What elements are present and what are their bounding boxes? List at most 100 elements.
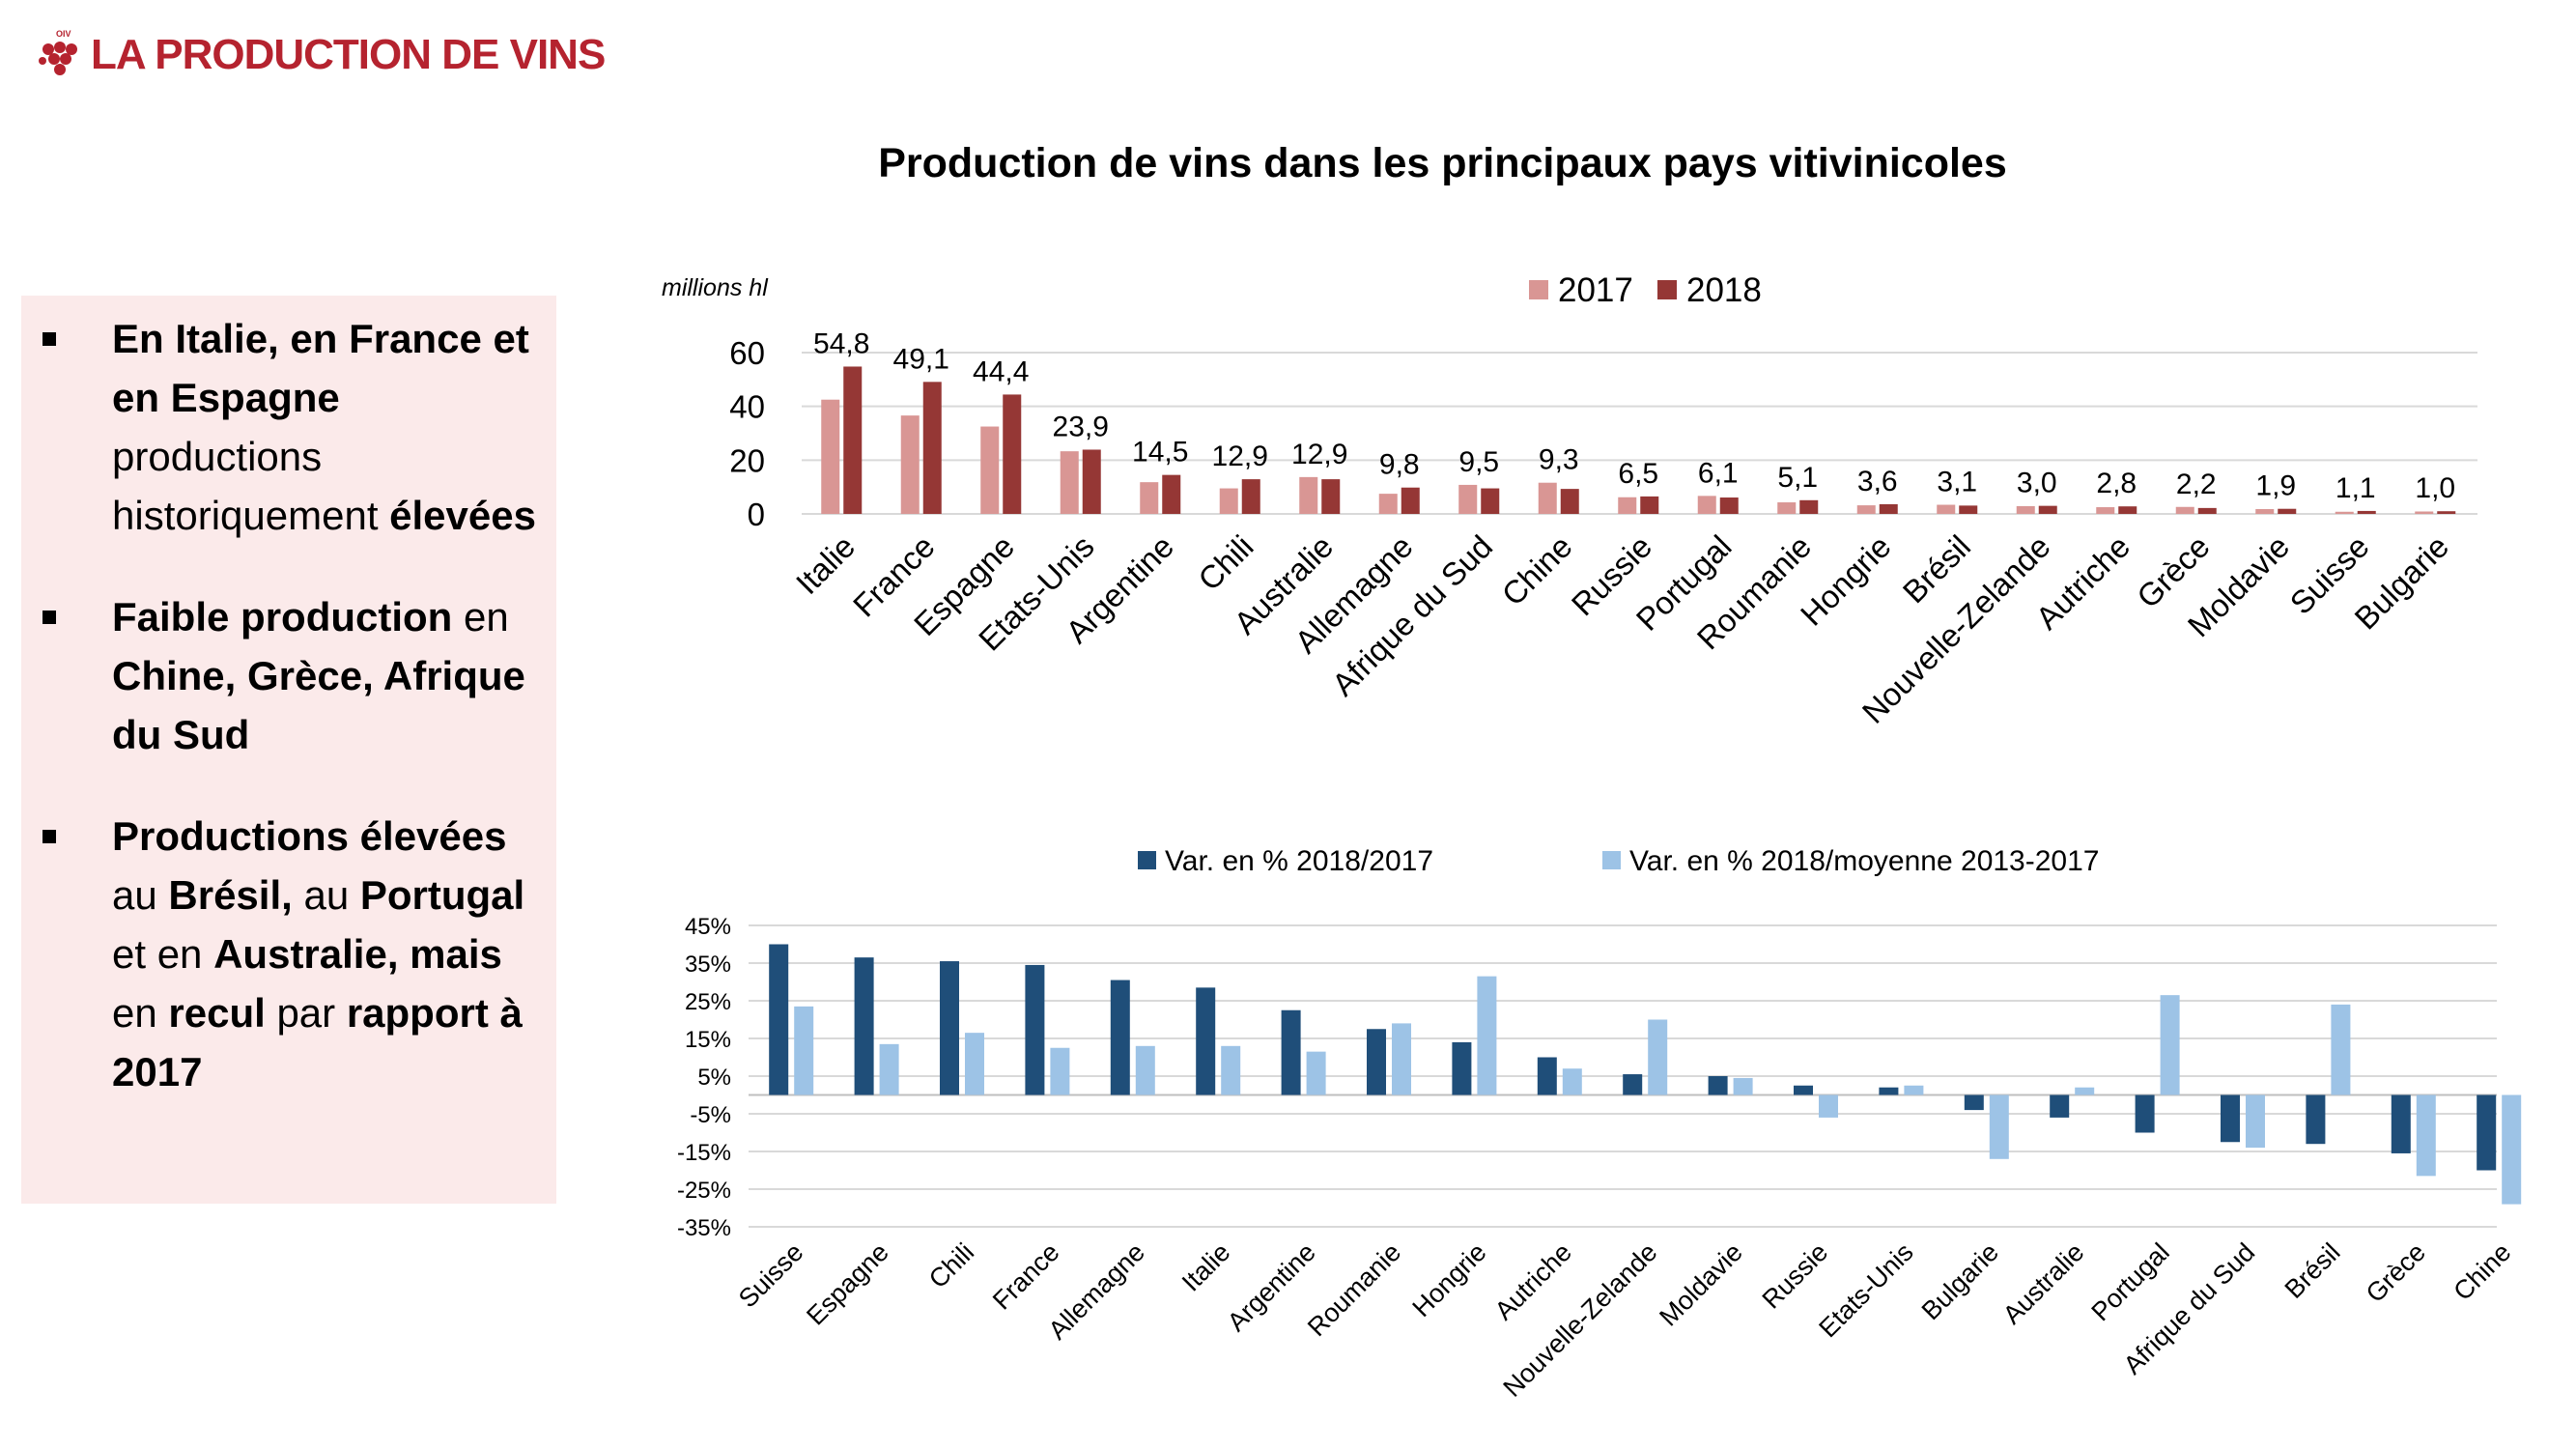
- bullet-segment: productions historiquement: [112, 434, 390, 538]
- y-tick-label: 5%: [697, 1065, 731, 1091]
- bar-2017: [2335, 511, 2354, 514]
- y-tick-label: -15%: [677, 1140, 731, 1166]
- bullet-segment: élevées: [389, 493, 536, 538]
- bar-2018: [2197, 507, 2217, 514]
- bar-2018: [922, 382, 942, 514]
- bar-2017: [1219, 488, 1238, 514]
- bar-variation: [1110, 980, 1130, 1095]
- bar-variation: [854, 957, 874, 1095]
- y-tick-label: 45%: [685, 914, 731, 940]
- bar-variation: [2391, 1094, 2411, 1153]
- bullet-segment: Faible production: [112, 594, 453, 639]
- bar-2018: [1799, 499, 1819, 514]
- category-label: Italie: [789, 528, 862, 601]
- bar-2018: [1321, 479, 1341, 514]
- category-label: Russie: [1757, 1237, 1834, 1315]
- bar-variation: [2135, 1094, 2155, 1133]
- bullet-segment: Brésil,: [168, 872, 293, 918]
- bar-2018: [1640, 496, 1659, 514]
- bullet-text: En Italie, en France et en Espagne produ…: [112, 309, 547, 545]
- data-label: 6,1: [1698, 457, 1739, 489]
- data-label: 1,9: [2255, 470, 2296, 502]
- bar-2018: [1003, 394, 1022, 514]
- header: OIV LA PRODUCTION DE VINS: [35, 21, 606, 89]
- data-label: 9,5: [1458, 446, 1499, 478]
- category-label: Autriche: [1489, 1237, 1577, 1325]
- data-label: 9,3: [1539, 444, 1579, 476]
- bullet-segment: Australie, mais: [213, 931, 502, 977]
- bar-2018: [1560, 489, 1579, 514]
- bar-variation: [1879, 1087, 1899, 1095]
- y-tick-label: 35%: [685, 952, 731, 978]
- data-label: 9,8: [1379, 449, 1420, 481]
- category-label: Moldavie: [1654, 1237, 1748, 1332]
- y-tick-label: 40: [729, 389, 765, 425]
- bar-variation: [1623, 1074, 1643, 1095]
- bar-2017: [1060, 451, 1079, 514]
- category-label: Italie: [1176, 1237, 1236, 1297]
- category-label: Chine: [2448, 1237, 2516, 1306]
- bar-variation: [2221, 1094, 2240, 1143]
- category-label: Bulgarie: [1916, 1237, 2004, 1325]
- bar-2017: [1777, 502, 1797, 514]
- bar-variation: [2477, 1094, 2497, 1171]
- y-tick-label: 25%: [685, 989, 731, 1015]
- bar-2018: [843, 366, 863, 514]
- side-panel: En Italie, en France et en Espagne produ…: [21, 296, 556, 1204]
- category-label: Afrique du Sud: [2118, 1237, 2261, 1380]
- bullet-segment: au: [112, 872, 169, 918]
- bar-variation: [2306, 1094, 2326, 1145]
- bar-variation: [1794, 1085, 1813, 1095]
- data-label: 49,1: [893, 343, 949, 375]
- grape-logo-icon: OIV: [39, 29, 77, 75]
- bar-variation: [1708, 1076, 1728, 1095]
- bullet-segment: et en: [112, 931, 214, 977]
- bar-variation: [1221, 1045, 1241, 1095]
- bar-variation: [1367, 1029, 1386, 1095]
- bar-2017: [1140, 482, 1159, 514]
- category-label: Roumanie: [1302, 1237, 1406, 1342]
- bar-variation: [1196, 987, 1216, 1095]
- bar-2018: [1241, 479, 1260, 514]
- legend-swatch: [1138, 851, 1156, 869]
- category-label: Allemagne: [1043, 1237, 1150, 1345]
- bar-2017: [2016, 505, 2035, 514]
- bar-variation: [2416, 1094, 2436, 1177]
- data-label: 1,0: [2415, 472, 2455, 504]
- bar-variation: [1733, 1077, 1753, 1095]
- bullet-segment: En Italie, en France et en Espagne: [112, 316, 529, 420]
- data-label: 3,0: [2017, 468, 2057, 499]
- data-label: 5,1: [1777, 462, 1818, 494]
- legend-label: 2018: [1686, 271, 1762, 309]
- bar-variation: [1964, 1094, 1984, 1111]
- bar-2017: [1458, 484, 1478, 514]
- category-label: Suisse: [733, 1237, 809, 1314]
- data-label: 12,9: [1212, 440, 1268, 472]
- y-tick-label: -35%: [677, 1215, 731, 1241]
- legend-swatch: [1602, 851, 1621, 869]
- bar-2018: [1959, 505, 1978, 514]
- bar-variation: [1050, 1047, 1070, 1095]
- legend-swatch: [1529, 280, 1548, 299]
- bar-variation: [2075, 1087, 2095, 1095]
- category-label: Brésil: [2279, 1237, 2346, 1304]
- bar-2018: [2038, 505, 2057, 514]
- bar-variation: [2502, 1094, 2522, 1205]
- category-label: Etats-Unis: [1813, 1237, 1918, 1343]
- data-label: 1,1: [2335, 472, 2376, 504]
- bullet-marker: [42, 830, 56, 843]
- bar-2017: [821, 399, 840, 514]
- bar-2017: [1856, 505, 1876, 514]
- bullet-segment: rapport à 2017: [112, 990, 523, 1094]
- logo-text: OIV: [56, 29, 71, 39]
- y-tick-label: -5%: [690, 1102, 731, 1128]
- category-label: Portugal: [2086, 1237, 2175, 1326]
- header-title: LA PRODUCTION DE VINS: [91, 31, 606, 78]
- bar-2017: [980, 426, 1000, 514]
- bar-variation: [2331, 1004, 2351, 1095]
- legend-swatch: [1657, 280, 1677, 299]
- bar-variation: [1537, 1057, 1557, 1095]
- category-label: Espagne: [801, 1237, 894, 1331]
- category-label: France: [987, 1237, 1065, 1316]
- bar-variation: [1392, 1023, 1411, 1095]
